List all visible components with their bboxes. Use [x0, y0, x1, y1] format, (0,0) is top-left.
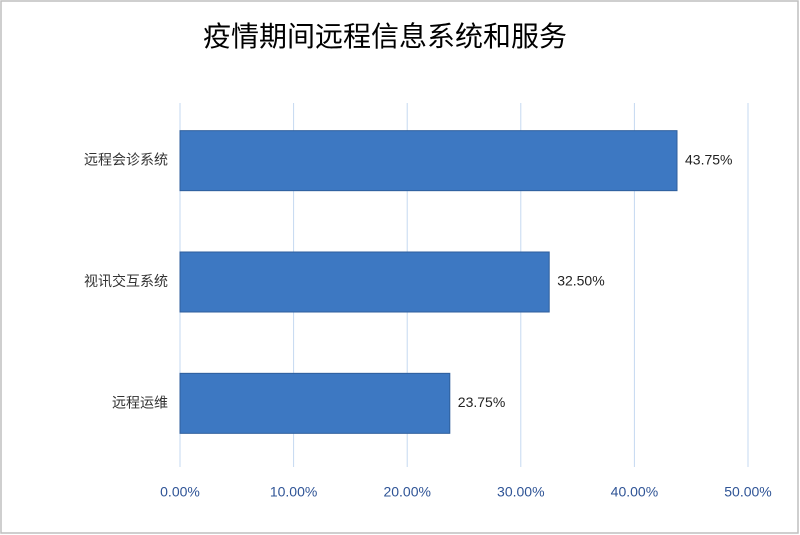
chart-title: 疫情期间远程信息系统和服务: [203, 20, 567, 53]
value-label: 32.50%: [557, 273, 604, 289]
bar: [179, 251, 550, 313]
value-label: 23.75%: [458, 394, 505, 410]
bar: [179, 130, 678, 192]
bar: [179, 372, 451, 434]
value-label: 43.75%: [685, 151, 732, 167]
x-tick-label: 10.00%: [270, 484, 317, 500]
x-tick-label: 30.00%: [497, 484, 544, 500]
y-tick-label: 远程会诊系统: [84, 153, 168, 169]
x-tick-label: 0.00%: [160, 484, 200, 500]
x-tick-label: 20.00%: [383, 484, 430, 500]
y-tick-label: 视讯交互系统: [84, 273, 168, 290]
x-tick-label: 50.00%: [724, 484, 771, 500]
x-tick-label: 40.00%: [611, 484, 658, 500]
y-tick-label: 远程运维: [112, 395, 168, 411]
